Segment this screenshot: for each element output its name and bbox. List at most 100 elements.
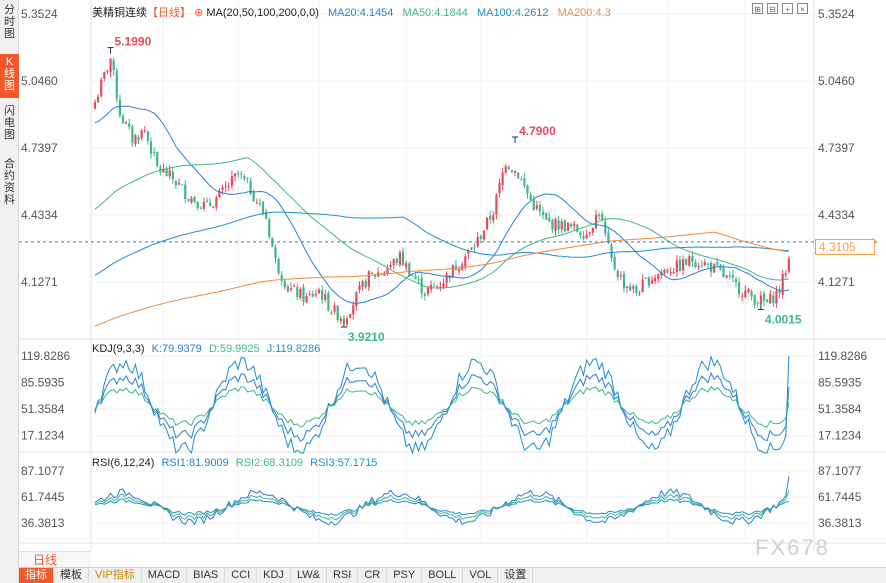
candle-body: [342, 318, 346, 323]
indicator-tab-4[interactable]: BIAS: [187, 568, 226, 583]
indicator-tab-1[interactable]: 模板: [54, 568, 89, 583]
candle-body: [700, 265, 703, 267]
candle-body: [691, 256, 694, 262]
candle-body: [177, 182, 181, 185]
indicator-tab-13[interactable]: 设置: [498, 568, 534, 583]
candle-body: [361, 281, 364, 288]
rsi3-line: [94, 498, 789, 516]
candle-body: [373, 274, 377, 277]
candle-body: [193, 196, 196, 203]
indicator-tab-6[interactable]: KDJ: [257, 568, 291, 583]
ma200-line: [94, 231, 789, 327]
period-selector[interactable]: 日线: [19, 551, 91, 567]
kdj-label: KDJ(9,3,3): [92, 343, 145, 355]
kdj-k-value: K:79.9379: [151, 343, 202, 355]
candle-body: [675, 260, 678, 273]
indicator-tab-10[interactable]: PSY: [387, 568, 423, 583]
price-tick-left: 4.4334: [21, 208, 58, 222]
candle-body: [97, 96, 100, 103]
candle-body: [576, 224, 579, 232]
candle-body: [644, 277, 647, 279]
candle-body: [227, 186, 230, 188]
kdj-d-line: [94, 385, 790, 428]
tab-lightning[interactable]: 闪电图: [4, 105, 15, 141]
rsi-tick-right: 36.3813: [818, 516, 862, 530]
tab-time-sharing[interactable]: 分时图: [4, 4, 15, 40]
candle-body: [255, 202, 258, 204]
candle-body: [134, 135, 137, 145]
candle-body: [713, 263, 716, 273]
kdj-tick-left: 17.1234: [21, 429, 65, 443]
candle-body: [762, 293, 766, 301]
indicator-tab-5[interactable]: CCI: [225, 568, 258, 583]
indicator-tab-2[interactable]: VIP指标: [89, 568, 142, 583]
candle-body: [184, 184, 187, 199]
candle-body: [641, 279, 644, 293]
indicator-tab-0[interactable]: 指标: [19, 568, 54, 583]
candle-body: [669, 272, 672, 274]
ma20-value: MA20:4.1454: [327, 7, 394, 19]
kdj-legend: KDJ(9,3,3) K:79.9379 D:59.9925 J:119.828…: [92, 343, 320, 355]
candle-body: [772, 295, 775, 303]
candle-body: [532, 199, 535, 210]
chart-mode-sidebar: 分时图 K线图 闪电图 合约资料: [0, 0, 19, 583]
kdj-tick-left: 85.5935: [21, 376, 65, 390]
rsi-tick-left: 87.1077: [21, 464, 65, 478]
candle-body: [464, 256, 467, 267]
candle-body: [389, 264, 392, 268]
ma200-value: MA200:4.3: [557, 7, 611, 19]
indicator-tab-8[interactable]: RSI: [327, 568, 359, 583]
candle-body: [507, 166, 510, 169]
candle-body: [541, 211, 545, 216]
candle-body: [314, 293, 318, 296]
tab-contract-info[interactable]: 合约资料: [4, 158, 15, 206]
candle-body: [125, 122, 128, 124]
candle-body: [143, 130, 146, 132]
indicator-tab-11[interactable]: BOLL: [422, 568, 464, 583]
candle-body: [753, 294, 756, 306]
close-icon[interactable]: ×: [797, 3, 808, 14]
candle-body: [118, 100, 121, 116]
ma20-line: [94, 105, 790, 305]
rsi2-value: RSI2:68.3109: [235, 457, 304, 469]
settings-icon[interactable]: ⊕: [194, 7, 204, 19]
candle-body: [308, 293, 311, 295]
candle-body: [265, 211, 268, 220]
candle-body: [588, 232, 591, 234]
candle-body: [395, 258, 398, 264]
tab-kline[interactable]: K线图: [0, 54, 19, 98]
candle-body: [563, 220, 566, 232]
candle-body: [582, 236, 585, 239]
price-panel: 5.1990 3.9210 4.7900 4.0015: [19, 35, 878, 344]
time-tick: 2024/10: [459, 549, 503, 551]
candle-body: [109, 58, 112, 72]
candle-body: [451, 264, 454, 278]
candle-body: [510, 170, 514, 173]
candle-body: [529, 194, 532, 201]
kdj-panel: [94, 354, 790, 455]
extreme-label: 5.1990: [115, 35, 152, 49]
indicator-tab-12[interactable]: VOL: [463, 568, 499, 583]
price-tick-right: 5.0460: [818, 74, 855, 88]
candle-body: [165, 168, 168, 177]
candle-body: [756, 303, 759, 305]
candle-body: [115, 70, 118, 99]
restore-icon[interactable]: ⊟: [767, 3, 778, 14]
indicator-tab-3[interactable]: MACD: [142, 568, 188, 583]
candle-body: [187, 198, 190, 201]
zoom-in-icon[interactable]: +: [782, 3, 793, 14]
time-tick: 2024/08: [297, 549, 341, 551]
candle-body: [286, 286, 290, 292]
candle-body: [610, 245, 613, 259]
candle-body: [302, 287, 305, 302]
indicator-tab-7[interactable]: LW&: [291, 568, 327, 583]
expand-icon[interactable]: ⊞: [752, 3, 763, 14]
indicator-tab-9[interactable]: CR: [358, 568, 388, 583]
price-tick-left: 4.1271: [21, 275, 58, 289]
candle-body: [283, 280, 286, 288]
candle-body: [289, 288, 293, 290]
candle-body: [545, 212, 548, 220]
candle-body: [523, 178, 526, 186]
candle-body: [504, 166, 507, 173]
candle-body: [199, 208, 202, 210]
